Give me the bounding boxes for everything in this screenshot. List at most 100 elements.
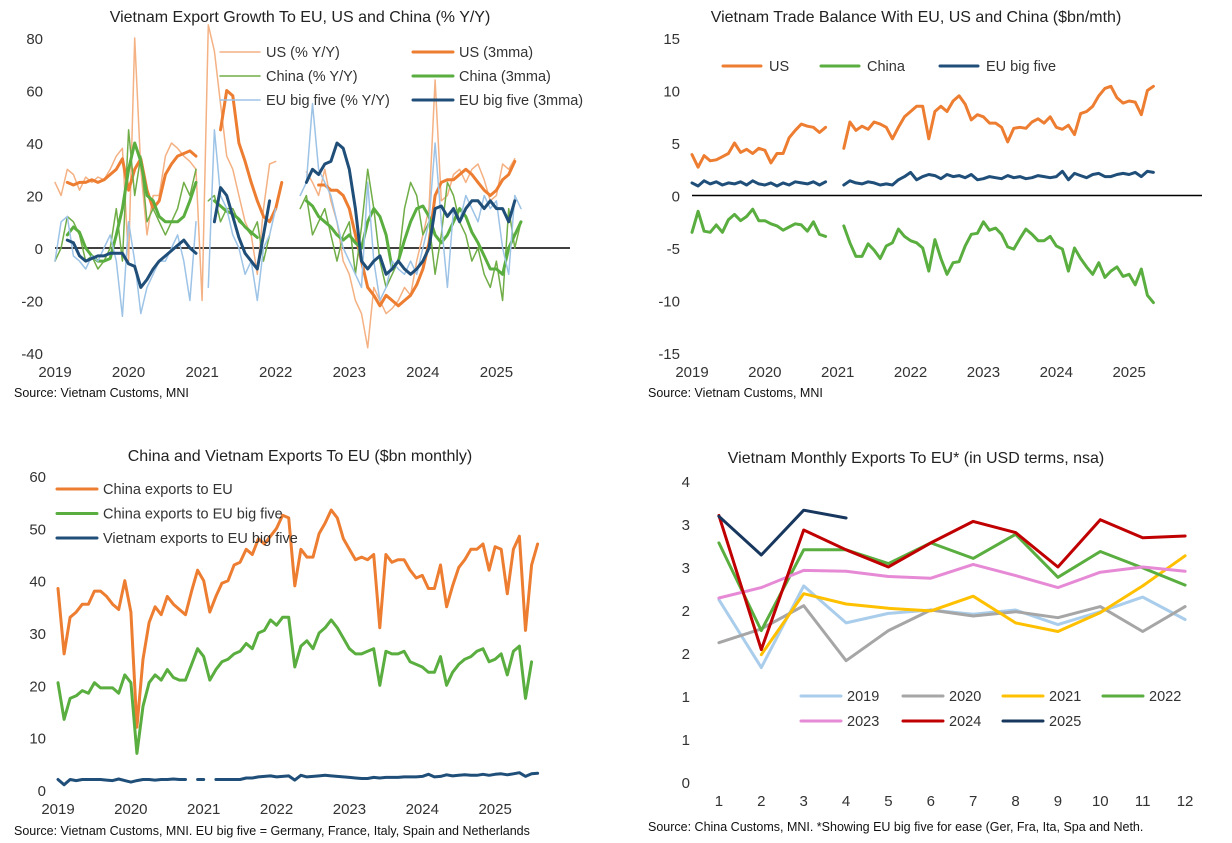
- legend-label: US (3mma): [459, 45, 533, 61]
- legend-item-us-y-y: US (% Y/Y): [219, 45, 340, 61]
- export-growth-chart: -40 -20 0 20 40 60 80 2019 2020 2021 2022 2023 2024 2…: [21, 24, 583, 381]
- legend-label: 2025: [1049, 714, 1081, 730]
- y-tick-label: -5: [667, 241, 680, 258]
- trade-balance-chart: -15 -10 -5 0 5 10 15 2019 2020 2021 2022 2023 2024 20…: [658, 31, 1202, 381]
- x-tick-label: 2021: [185, 364, 218, 381]
- legend-item-eu-big-five-3mma: EU big five (3mma): [411, 93, 583, 109]
- legend-item-vietnam-exports-to-eu-big-five: Vietnam exports to EU big five: [55, 531, 298, 547]
- x-tick-label: 2021: [187, 801, 220, 818]
- series-line-china-3mma: [65, 141, 523, 276]
- x-tick-label: 2022: [894, 364, 927, 381]
- x-tick-label: 2025: [480, 364, 513, 381]
- x-tick-label: 2020: [114, 801, 147, 818]
- y-tick-label: 30: [29, 626, 46, 643]
- x-tick-label: 9: [1054, 793, 1062, 810]
- legend-label: Vietnam exports to EU big five: [103, 531, 298, 547]
- exports-to-eu-chart-panel: China and Vietnam Exports To EU ($bn mon…: [0, 430, 600, 843]
- chart-title: Vietnam Trade Balance With EU, US and Ch…: [710, 9, 1122, 26]
- y-tick-label: 1: [682, 689, 690, 706]
- x-tick-label: 6: [927, 793, 935, 810]
- trade-balance-chart-panel: Vietnam Trade Balance With EU, US and Ch…: [616, 0, 1216, 415]
- x-tick-label: 5: [884, 793, 892, 810]
- series-line-china-exports-to-eu: [56, 508, 540, 729]
- y-tick-label: -10: [658, 294, 680, 311]
- export-growth-chart-panel: Vietnam Export Growth To EU, US and Chin…: [0, 0, 600, 415]
- x-tick-label: 1: [715, 793, 723, 810]
- series-line-eu-big-five-y-y: [54, 102, 522, 318]
- x-tick-label: 8: [1011, 793, 1019, 810]
- legend-item-china: China: [819, 59, 906, 75]
- y-tick-label: 60: [26, 84, 43, 101]
- x-tick-label: 2022: [259, 364, 292, 381]
- series-line-us-3mma: [65, 89, 517, 308]
- chart-source: Source: Vietnam Customs, MNI: [648, 386, 823, 400]
- y-tick-label: 60: [29, 469, 46, 486]
- legend-item-china-exports-to-eu: China exports to EU: [55, 482, 233, 498]
- legend-item-2022: 2022: [1101, 689, 1181, 705]
- chart-source: Source: Vietnam Customs, MNI. EU big fiv…: [14, 824, 530, 838]
- y-tick-label: 40: [26, 136, 43, 153]
- series-line-china: [690, 207, 1155, 305]
- series-line-2022: [717, 532, 1187, 633]
- series-line-2025: [717, 508, 848, 557]
- x-tick-label: 2025: [1112, 364, 1145, 381]
- series-line-2019: [717, 584, 1187, 670]
- legend-label: 2024: [949, 714, 981, 730]
- y-tick-label: 3: [682, 517, 690, 534]
- legend-label: EU big five (3mma): [459, 93, 583, 109]
- y-tick-label: 2: [682, 646, 690, 663]
- legend-item-eu-big-five: EU big five: [938, 59, 1056, 75]
- x-tick-label: 2019: [41, 801, 74, 818]
- legend-label: 2020: [949, 689, 981, 705]
- x-tick-label: 2022: [260, 801, 293, 818]
- legend-item-us-3mma: US (3mma): [411, 45, 533, 61]
- y-tick-label: 0: [672, 189, 680, 206]
- y-tick-label: 0: [682, 775, 690, 792]
- y-tick-label: 4: [682, 474, 690, 491]
- series-line-us: [690, 84, 1155, 169]
- chart-title: Vietnam Export Growth To EU, US and Chin…: [109, 9, 491, 26]
- x-tick-label: 2025: [478, 801, 511, 818]
- y-tick-label: 80: [26, 31, 43, 48]
- legend-label: China exports to EU big five: [103, 507, 283, 523]
- x-tick-label: 3: [800, 793, 808, 810]
- chart-source: Source: China Customs, MNI. *Showing EU …: [648, 820, 1144, 834]
- series-line-2023: [717, 562, 1187, 600]
- legend-item-2021: 2021: [1001, 689, 1081, 705]
- legend-label: EU big five (% Y/Y): [266, 93, 390, 109]
- legend-item-us: US: [721, 59, 789, 75]
- x-tick-label: 12: [1177, 793, 1194, 810]
- y-tick-label: 3: [682, 560, 690, 577]
- legend-item-china-y-y: China (% Y/Y): [219, 69, 358, 85]
- y-tick-label: 15: [663, 31, 680, 48]
- x-tick-label: 11: [1135, 793, 1151, 810]
- series-line-china-exports-to-eu-big-five: [56, 615, 534, 755]
- x-tick-label: 2020: [748, 364, 781, 381]
- series-line-eu-big-five: [690, 169, 1155, 188]
- x-tick-label: 10: [1092, 793, 1109, 810]
- y-tick-label: 2: [682, 603, 690, 620]
- x-tick-label: 4: [842, 793, 850, 810]
- chart-source: Source: Vietnam Customs, MNI: [14, 386, 189, 400]
- y-tick-label: -20: [21, 294, 43, 311]
- chart-title: Vietnam Monthly Exports To EU* (in USD t…: [727, 450, 1105, 467]
- legend-item-2025: 2025: [1001, 714, 1081, 730]
- legend-label: US (% Y/Y): [266, 45, 340, 61]
- x-tick-label: 2020: [112, 364, 145, 381]
- x-tick-label: 2024: [406, 801, 439, 818]
- legend-item-2024: 2024: [901, 714, 981, 730]
- x-tick-label: 2023: [967, 364, 1000, 381]
- series-line-2024: [717, 513, 1187, 652]
- legend-label: EU big five: [986, 59, 1056, 75]
- y-tick-label: 5: [672, 136, 680, 153]
- legend-item-2023: 2023: [799, 714, 879, 730]
- series-line-2020: [717, 604, 1187, 663]
- legend-item-2019: 2019: [799, 689, 879, 705]
- y-tick-label: -15: [658, 346, 680, 363]
- legend-label: 2023: [847, 714, 879, 730]
- x-tick-label: 2023: [333, 364, 366, 381]
- legend-label: China (3mma): [459, 69, 551, 85]
- legend-label: China: [867, 59, 906, 75]
- legend-label: US: [769, 59, 789, 75]
